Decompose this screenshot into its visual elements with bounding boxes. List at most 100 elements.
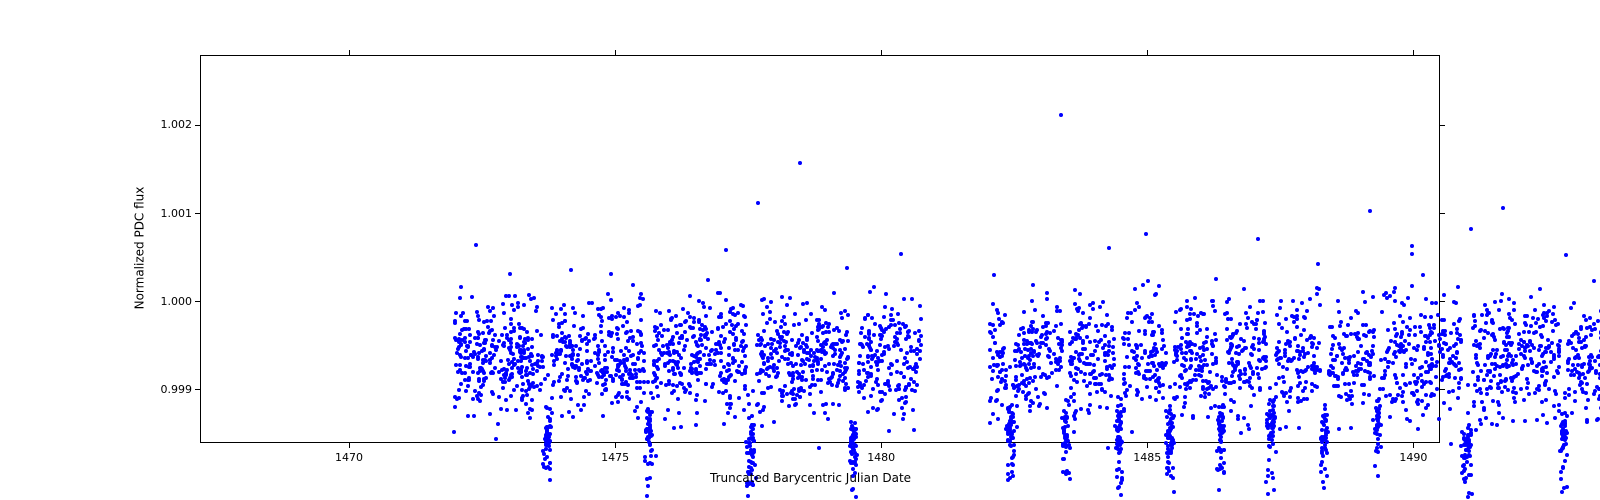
data-point	[459, 314, 463, 318]
data-point	[1110, 366, 1114, 370]
data-point	[1388, 393, 1392, 397]
data-point	[698, 364, 702, 368]
data-point	[1398, 314, 1402, 318]
y-tick-label: 1.000	[161, 295, 193, 308]
data-point	[1452, 344, 1456, 348]
data-point	[481, 369, 485, 373]
data-point	[1310, 389, 1314, 393]
data-point	[462, 327, 466, 331]
data-point	[476, 314, 480, 318]
data-point	[1121, 336, 1125, 340]
data-point	[1303, 352, 1307, 356]
data-point	[1168, 385, 1172, 389]
data-point	[1206, 415, 1210, 419]
data-point	[995, 308, 999, 312]
data-point	[731, 332, 735, 336]
data-point	[1315, 346, 1319, 350]
data-point	[504, 372, 508, 376]
data-point	[901, 322, 905, 326]
data-point	[747, 416, 751, 420]
data-point	[1052, 329, 1056, 333]
data-point	[1010, 470, 1014, 474]
data-point	[1491, 399, 1495, 403]
data-point	[1015, 349, 1019, 353]
data-point	[1060, 338, 1064, 342]
data-point	[756, 333, 760, 337]
data-point	[780, 295, 784, 299]
data-point	[1189, 307, 1193, 311]
data-point	[463, 336, 467, 340]
x-tick-mark	[349, 50, 350, 55]
data-point	[565, 378, 569, 382]
data-point	[1533, 308, 1537, 312]
data-point	[716, 291, 720, 295]
data-point	[1361, 357, 1365, 361]
data-point	[785, 392, 789, 396]
data-point	[1157, 284, 1161, 288]
data-point	[1509, 376, 1513, 380]
data-point	[1239, 337, 1243, 341]
data-point	[1008, 443, 1012, 447]
data-point	[1030, 330, 1034, 334]
data-point	[870, 316, 874, 320]
data-point	[704, 367, 708, 371]
data-point	[702, 353, 706, 357]
data-point	[800, 375, 804, 379]
data-point	[1067, 403, 1071, 407]
data-point	[1106, 322, 1110, 326]
data-point	[1347, 382, 1351, 386]
data-point	[1211, 304, 1215, 308]
data-point	[539, 382, 543, 386]
data-point	[1290, 314, 1294, 318]
data-point	[1288, 395, 1292, 399]
data-point	[1179, 307, 1183, 311]
data-point	[760, 338, 764, 342]
data-point	[459, 382, 463, 386]
data-point	[596, 307, 600, 311]
data-point	[766, 366, 770, 370]
data-point	[1471, 370, 1475, 374]
data-point	[1062, 457, 1066, 461]
data-point	[601, 306, 605, 310]
data-point	[731, 361, 735, 365]
data-point	[512, 308, 516, 312]
data-point	[625, 320, 629, 324]
data-point	[1452, 300, 1456, 304]
data-point	[1463, 467, 1467, 471]
data-point	[917, 338, 921, 342]
data-point	[1553, 318, 1557, 322]
data-point	[1014, 364, 1018, 368]
data-point	[1188, 317, 1192, 321]
data-point	[742, 408, 746, 412]
data-point	[506, 358, 510, 362]
data-point	[655, 385, 659, 389]
data-point	[1230, 361, 1234, 365]
data-point	[1486, 331, 1490, 335]
data-point	[1203, 391, 1207, 395]
data-point	[570, 357, 574, 361]
data-point	[1559, 477, 1563, 481]
data-point	[547, 444, 551, 448]
data-point	[1567, 387, 1571, 391]
data-point	[1490, 422, 1494, 426]
figure: Truncated Barycentric Julian Date Normal…	[0, 0, 1600, 500]
data-point	[667, 309, 671, 313]
data-point	[880, 328, 884, 332]
data-point	[1310, 345, 1314, 349]
y-tick-mark	[195, 213, 200, 214]
data-point	[1474, 428, 1478, 432]
data-point	[497, 395, 501, 399]
data-point	[1475, 389, 1479, 393]
data-point	[1443, 369, 1447, 373]
data-point	[1424, 297, 1428, 301]
data-point	[1376, 437, 1380, 441]
data-point	[652, 344, 656, 348]
data-point	[1031, 320, 1035, 324]
data-point	[1023, 363, 1027, 367]
data-point	[751, 451, 755, 455]
data-point	[1498, 365, 1502, 369]
data-point	[1059, 113, 1063, 117]
y-tick-mark	[195, 125, 200, 126]
data-point	[1045, 406, 1049, 410]
data-point	[1505, 335, 1509, 339]
